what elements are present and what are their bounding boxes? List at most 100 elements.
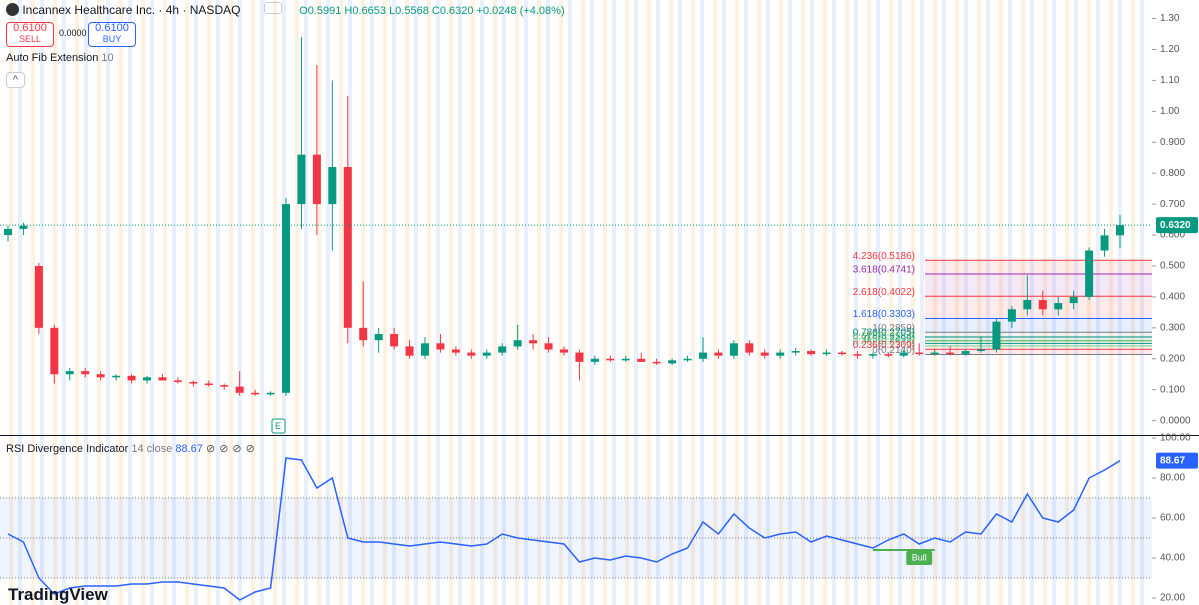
candle-body xyxy=(930,352,939,355)
candle-body xyxy=(1023,300,1032,310)
candle-body xyxy=(760,352,769,356)
fib-label: 1(0.2859) xyxy=(872,323,915,334)
candle-body xyxy=(143,377,151,381)
candle-body xyxy=(204,383,213,386)
candle-body xyxy=(961,351,970,355)
candle-body xyxy=(560,349,568,353)
candle-body xyxy=(158,377,167,381)
candle-body xyxy=(575,352,584,362)
candle-body xyxy=(915,352,924,355)
candle-body xyxy=(683,358,692,361)
candle-body xyxy=(946,352,955,355)
earnings-marker: E xyxy=(275,421,281,431)
sell-button[interactable]: 0.6100 SELL xyxy=(6,22,54,47)
fib-label: 0.382(0.2414) xyxy=(853,337,915,348)
candle-body xyxy=(868,354,877,356)
candle-body xyxy=(977,349,985,352)
candle-body xyxy=(81,371,90,375)
candle-body xyxy=(482,352,491,356)
y-tick-label: 0.300 xyxy=(1160,322,1185,333)
candle-body xyxy=(189,381,198,384)
fib-zone xyxy=(925,260,1152,274)
fib-label: 3.618(0.4741) xyxy=(853,265,915,276)
buy-price: 0.6100 xyxy=(95,22,129,34)
candle-body xyxy=(421,343,429,356)
y-tick-label: 0.600 xyxy=(1160,230,1185,241)
candle-body xyxy=(838,352,846,355)
spread: 0.0000 xyxy=(59,28,87,38)
last-price-tag xyxy=(1156,217,1198,234)
candle-body xyxy=(992,321,1001,350)
y-tick-label: 40.00 xyxy=(1160,553,1185,564)
candle-body xyxy=(590,358,599,362)
candle-body xyxy=(1069,296,1078,304)
header: Incannex Healthcare Inc. · 4h · NASDAQ O… xyxy=(6,2,565,17)
candle-body xyxy=(899,352,908,356)
y-tick-label: 1.00 xyxy=(1160,106,1180,117)
bull-label: Bull xyxy=(912,552,927,562)
candle-body xyxy=(498,346,507,353)
rsi-legend: RSI Divergence Indicator 14 close 88.67 … xyxy=(6,443,259,455)
y-tick-label: 0.900 xyxy=(1160,137,1185,148)
buy-button[interactable]: 0.6100 BUY xyxy=(88,22,136,47)
candle-body xyxy=(127,375,136,381)
y-tick-label: 1.30 xyxy=(1160,13,1180,24)
y-tick-label: 60.00 xyxy=(1160,513,1185,524)
candle-body xyxy=(606,358,615,361)
sell-price: 0.6100 xyxy=(13,22,47,34)
y-tick-label: 0.0000 xyxy=(1160,415,1191,426)
candle-body xyxy=(529,340,538,344)
candle-body xyxy=(4,228,12,236)
candle-body xyxy=(19,225,28,229)
y-tick-label: 0.400 xyxy=(1160,292,1185,303)
candle-body xyxy=(297,154,306,205)
candle-body xyxy=(621,358,630,361)
fib-label: 4.236(0.5186) xyxy=(853,251,915,262)
candle-body xyxy=(668,360,677,364)
candle-body xyxy=(390,334,399,347)
fib-label: 0.5(0.2499) xyxy=(864,334,915,345)
indicator-name: Auto Fib Extension xyxy=(6,52,99,64)
y-tick-label: 80.00 xyxy=(1160,473,1185,484)
sell-label: SELL xyxy=(18,34,42,44)
fib-zone xyxy=(925,343,1152,346)
bull-tag xyxy=(906,551,933,565)
candle-body xyxy=(513,340,522,347)
earnings-box xyxy=(271,418,286,434)
candle-body xyxy=(266,392,275,395)
candle-body xyxy=(745,343,754,353)
candle-body xyxy=(1007,309,1016,322)
collapse-button[interactable]: ^ xyxy=(6,72,25,88)
change: +0.0248 (+4.08%) xyxy=(476,5,565,17)
fib-label: 0(0.2140) xyxy=(872,345,915,356)
fib-zone xyxy=(925,273,1152,297)
rsi-line xyxy=(7,457,1121,601)
open: O0.5991 xyxy=(299,5,342,17)
y-tick-label: 0.200 xyxy=(1160,353,1185,364)
y-tick-label: 0.800 xyxy=(1160,168,1185,179)
y-tick-label: 1.20 xyxy=(1160,44,1180,55)
fib-label: 0.618(0.2584) xyxy=(853,331,915,342)
candle-body xyxy=(699,352,707,359)
candle-body xyxy=(359,327,368,341)
candle-body xyxy=(1054,303,1063,310)
candle-body xyxy=(714,352,723,356)
close: C0.6320 xyxy=(431,5,474,17)
candle-body xyxy=(451,349,460,353)
candle-body xyxy=(328,167,337,205)
candle-body xyxy=(1100,235,1109,251)
fib-zone xyxy=(925,345,1152,350)
candle-body xyxy=(65,371,74,375)
candle-body xyxy=(343,167,352,328)
candle-body xyxy=(405,346,414,356)
fib-zone xyxy=(925,332,1152,337)
logo xyxy=(6,3,19,16)
candle-body xyxy=(822,352,831,355)
y-tick-label: 0.700 xyxy=(1160,199,1185,210)
candle-body xyxy=(312,154,321,205)
buy-label: BUY xyxy=(102,34,122,44)
high: H0.6653 xyxy=(344,5,386,17)
indicator-legend: Auto Fib Extension 10 xyxy=(6,52,114,64)
